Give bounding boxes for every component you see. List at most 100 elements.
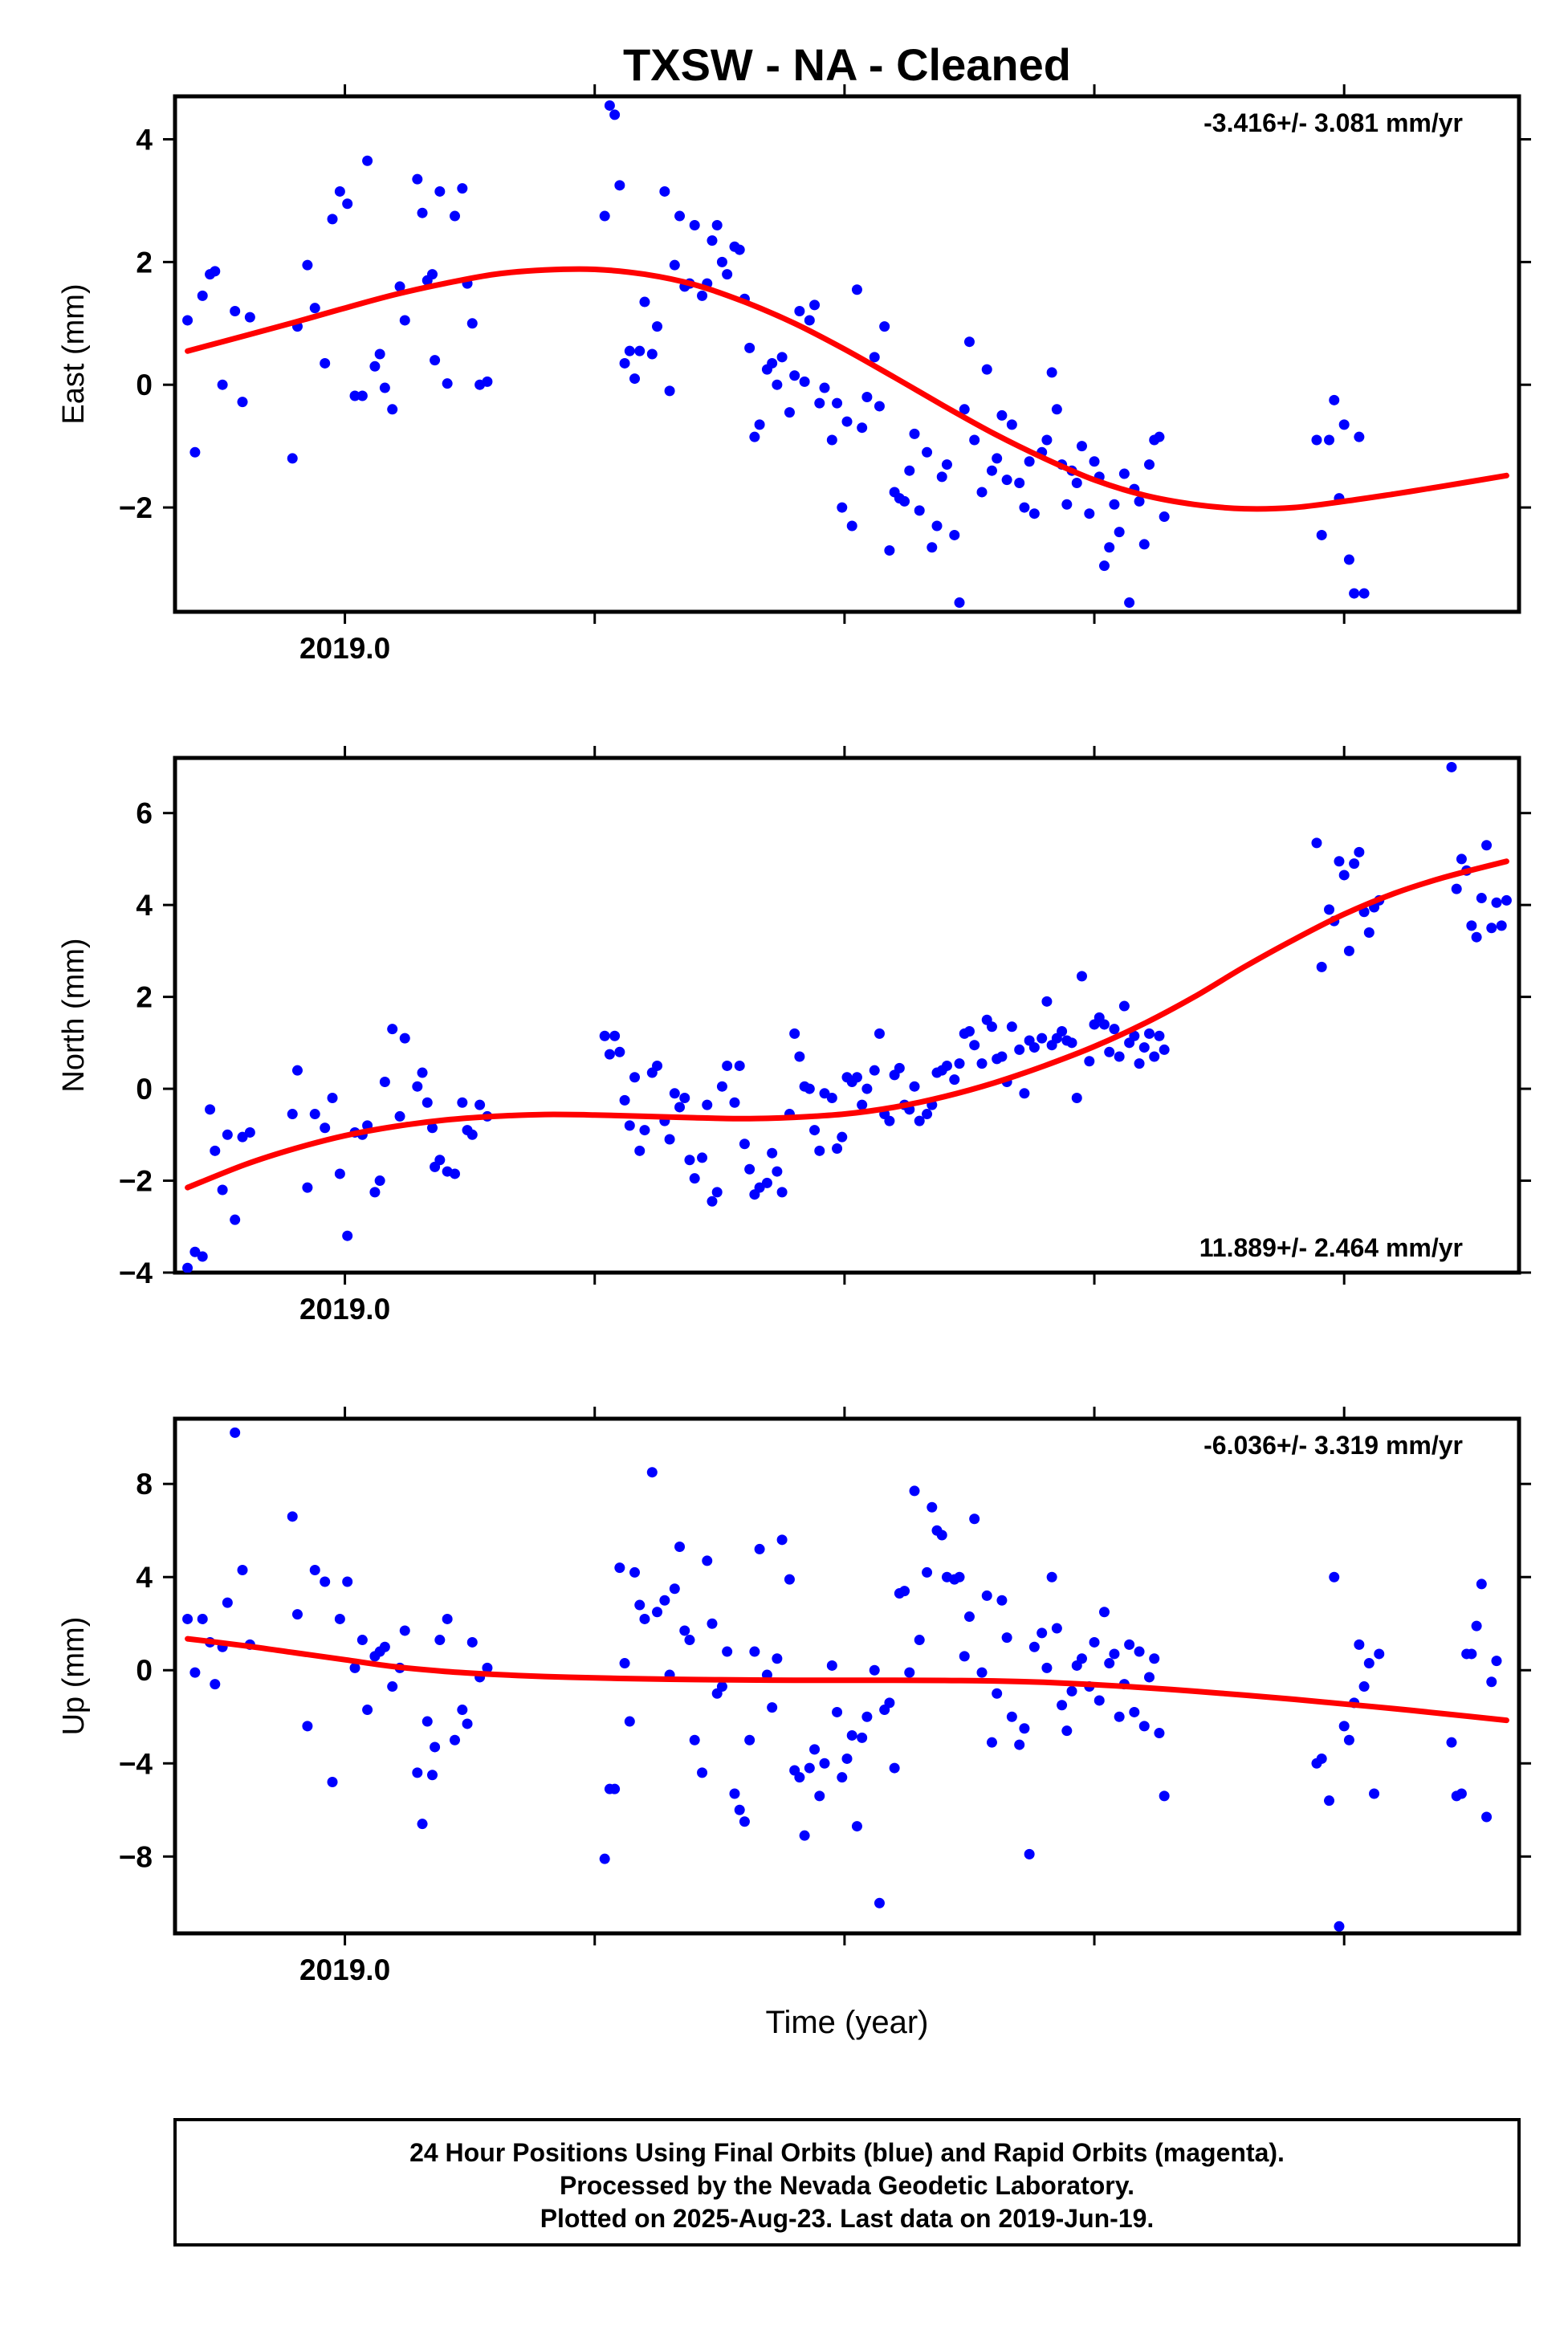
up-data-point <box>804 1762 815 1774</box>
footer-frame <box>173 2118 1521 2246</box>
up-data-point <box>1041 1662 1053 1673</box>
north-data-point <box>986 1021 997 1033</box>
up-data-point <box>992 1688 1003 1699</box>
east-data-point <box>1329 394 1340 405</box>
north-data-point <box>426 1122 438 1134</box>
north-data-point <box>664 1134 675 1145</box>
north-data-point <box>674 1102 686 1113</box>
up-data-point <box>1334 1921 1345 1932</box>
north-ytick-label: 6 <box>136 797 153 830</box>
east-data-point <box>399 315 410 326</box>
north-data-point <box>819 1088 830 1099</box>
up-data-point <box>819 1758 830 1769</box>
up-data-point <box>809 1744 821 1755</box>
up-fit-curve <box>185 1635 1509 1724</box>
east-data-point <box>629 373 641 385</box>
up-data-point <box>1134 1646 1145 1657</box>
up-data-point <box>1343 1734 1354 1745</box>
up-data-point <box>1006 1711 1017 1722</box>
up-data-point <box>614 1562 625 1574</box>
east-data-point <box>1046 367 1057 378</box>
north-data-point <box>707 1196 718 1207</box>
up-data-point <box>1338 1721 1350 1732</box>
up-data-point <box>914 1635 925 1646</box>
east-data-point <box>1089 456 1100 467</box>
east-data-point <box>832 397 843 409</box>
east-data-point <box>1159 511 1170 523</box>
up-data-point <box>327 1776 338 1787</box>
north-data-point <box>422 1097 433 1108</box>
north-data-point <box>689 1173 700 1184</box>
east-data-point <box>669 259 680 271</box>
north-data-point <box>1486 923 1497 934</box>
north-data-point <box>914 1115 925 1126</box>
north-data-point <box>1501 894 1512 906</box>
east-data-point <box>784 407 795 418</box>
north-data-point <box>614 1046 625 1057</box>
east-data-point <box>1071 478 1082 488</box>
north-data-point <box>1028 1042 1040 1053</box>
east-data-point <box>1343 554 1354 565</box>
east-data-point <box>652 321 663 332</box>
north-data-point <box>457 1097 468 1108</box>
east-xtick-label: 2019.0 <box>299 632 390 665</box>
east-data-point <box>362 155 373 166</box>
up-data-point <box>899 1586 910 1597</box>
up-data-point <box>1497 0 1507 6</box>
up-data-point <box>837 1772 848 1783</box>
north-data-point <box>417 1067 428 1078</box>
up-ytick-label: 4 <box>136 1561 153 1594</box>
north-data-point <box>205 1104 216 1115</box>
east-data-point <box>869 352 880 363</box>
north-data-point <box>894 1062 905 1073</box>
north-data-point <box>609 1030 621 1041</box>
east-data-point <box>210 266 221 277</box>
up-data-point <box>1324 1795 1335 1807</box>
east-plot-frame <box>173 94 1521 614</box>
east-data-point <box>394 281 405 292</box>
east-data-point <box>996 409 1008 421</box>
north-data-point <box>1138 1042 1150 1053</box>
north-data-point <box>1324 904 1335 915</box>
east-data-point <box>1124 597 1135 609</box>
east-data-point <box>244 312 255 323</box>
up-data-point <box>442 1613 453 1624</box>
north-data-point <box>702 1099 713 1110</box>
east-data-point <box>604 100 615 111</box>
north-data-point <box>767 1147 778 1159</box>
up-data-point <box>1046 1571 1057 1583</box>
north-data-point <box>679 1093 690 1104</box>
east-data-point <box>609 109 621 120</box>
up-data-point <box>794 1772 805 1783</box>
up-data-point <box>1329 1571 1340 1583</box>
up-data-point <box>1354 1639 1365 1650</box>
up-ytick-label: 0 <box>136 1654 153 1687</box>
up-data-point <box>1061 1725 1073 1737</box>
east-data-point <box>426 269 438 280</box>
east-data-point <box>754 419 765 430</box>
east-data-point <box>949 529 960 540</box>
footer-box: 24 Hour Positions Using Final Orbits (bl… <box>173 2118 1521 2246</box>
north-ytick-label: −2 <box>119 1165 153 1198</box>
panel-north: −4 −2 0 2 4 6 2019.0 North (mm) 11.889+/- 2.464 … <box>57 746 1531 1326</box>
up-data-point <box>936 1530 947 1541</box>
east-data-point <box>927 542 938 553</box>
up-data-point <box>697 1767 708 1778</box>
up-data-point <box>334 1613 345 1624</box>
north-data-point <box>1143 1028 1155 1039</box>
up-data-point <box>1024 1848 1035 1860</box>
up-data-point <box>799 1830 810 1841</box>
up-data-point <box>1089 1636 1100 1648</box>
north-data-point <box>230 1214 241 1225</box>
up-data-point <box>379 1641 390 1652</box>
east-data-point <box>356 390 368 401</box>
up-data-point <box>729 1788 740 1799</box>
east-data-point <box>874 401 885 412</box>
north-data-point <box>1311 837 1322 849</box>
east-data-point <box>624 345 635 356</box>
north-data-point <box>837 1131 848 1143</box>
up-data-point <box>1446 1737 1457 1748</box>
up-data-point <box>904 1667 915 1678</box>
east-data-point <box>1349 588 1360 599</box>
up-data-point <box>684 1635 695 1646</box>
